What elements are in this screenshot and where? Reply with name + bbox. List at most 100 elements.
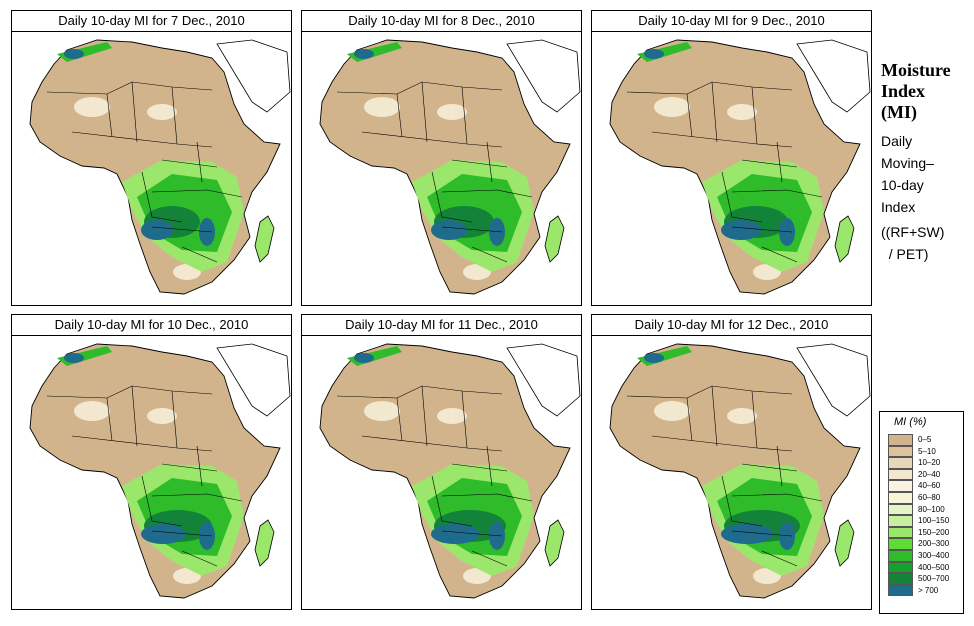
- africa-moisture-map: [609, 39, 871, 295]
- title-line: (MI): [881, 102, 917, 122]
- country-border: [71, 435, 213, 452]
- legend-swatch: [888, 468, 913, 481]
- madagascar: [544, 519, 565, 567]
- wettest-east: [779, 522, 795, 550]
- arabian-peninsula-outline: [796, 39, 871, 113]
- country-border: [396, 397, 403, 442]
- country-border: [431, 171, 473, 223]
- dry-patch: [654, 401, 690, 421]
- north-coast-wettest: [64, 353, 84, 363]
- country-border: [731, 530, 793, 537]
- country-border: [141, 475, 183, 527]
- country-border: [161, 159, 218, 168]
- country-border: [106, 397, 113, 442]
- country-border: [361, 131, 503, 148]
- country-border: [451, 159, 508, 168]
- map-panel-3: Daily 10-day MI for 9 Dec., 2010: [591, 10, 872, 306]
- north-coast-wettest: [644, 49, 664, 59]
- wettest-east: [199, 522, 215, 550]
- map-panel-1: Daily 10-day MI for 7 Dec., 2010: [11, 10, 292, 306]
- legend-swatch: [888, 480, 913, 492]
- country-border: [196, 141, 203, 183]
- country-border: [71, 131, 213, 148]
- map-panel-6: Daily 10-day MI for 12 Dec., 2010: [591, 314, 872, 610]
- country-border: [651, 435, 793, 452]
- dry-patch: [437, 408, 467, 424]
- wettest-core: [431, 524, 479, 544]
- country-border: [106, 93, 113, 138]
- africa-moisture-map: [29, 39, 291, 295]
- wettest-east: [199, 218, 215, 246]
- africa-map: [591, 32, 872, 306]
- arabian-peninsula-outline: [506, 39, 581, 113]
- legend-swatch: [888, 491, 913, 504]
- wettest-east: [489, 522, 505, 550]
- madagascar: [254, 519, 275, 567]
- country-border: [686, 397, 693, 442]
- legend-label: 60–80: [918, 492, 941, 502]
- title-line: Index: [881, 81, 926, 101]
- country-border: [141, 171, 183, 223]
- title-line: Moisture: [881, 60, 951, 80]
- country-border: [441, 189, 533, 198]
- formula-line: / PET): [881, 246, 929, 262]
- panel-title: Daily 10-day MI for 12 Dec., 2010: [591, 314, 872, 336]
- dry-patch: [654, 97, 690, 117]
- country-border: [151, 493, 243, 502]
- dry-patch: [147, 104, 177, 120]
- legend-swatch: [888, 503, 913, 516]
- country-border: [486, 141, 493, 183]
- legend-label: 10–20: [918, 458, 941, 468]
- panel-title: Daily 10-day MI for 9 Dec., 2010: [591, 10, 872, 32]
- country-border: [441, 226, 503, 233]
- legend-swatch: [888, 561, 913, 574]
- madagascar: [254, 215, 275, 263]
- desc-line: 10-day: [881, 177, 924, 193]
- legend-label: 20–40: [918, 469, 941, 479]
- country-border: [421, 81, 428, 143]
- legend-title: MI (%): [894, 416, 927, 428]
- country-border: [451, 463, 508, 472]
- country-border: [171, 390, 178, 449]
- legend-swatch: [888, 549, 913, 562]
- country-border: [731, 189, 823, 198]
- country-border: [421, 385, 428, 447]
- legend-label: 200–300: [918, 539, 950, 549]
- wettest-core: [721, 220, 761, 240]
- legend-label: > 700: [918, 585, 939, 595]
- dry-patch: [364, 401, 400, 421]
- arabian-peninsula-outline: [216, 39, 291, 113]
- legend-swatch: [888, 573, 913, 585]
- legend-label: 5–10: [918, 446, 936, 456]
- dry-patch: [364, 97, 400, 117]
- desc-line: Index: [881, 199, 916, 215]
- arabian-peninsula-outline: [506, 343, 581, 417]
- legend-swatch: [888, 526, 913, 539]
- africa-moisture-map: [319, 343, 581, 599]
- desc-line: Moving–: [881, 155, 934, 171]
- country-border: [181, 550, 218, 567]
- panel-title: Daily 10-day MI for 11 Dec., 2010: [301, 314, 582, 336]
- wettest-core: [141, 524, 185, 544]
- formula-line: ((RF+SW): [881, 224, 945, 240]
- legend-swatch: [888, 434, 913, 446]
- country-border: [721, 475, 763, 527]
- legend-label: 100–150: [918, 516, 950, 526]
- legend-label: 400–500: [918, 562, 950, 572]
- legend-label: 0–5: [918, 435, 932, 444]
- country-border: [686, 93, 693, 138]
- country-border: [196, 445, 203, 487]
- dry-patch: [147, 408, 177, 424]
- country-border: [361, 435, 503, 452]
- country-border: [151, 226, 213, 233]
- africa-moisture-map: [319, 39, 581, 295]
- country-border: [731, 493, 823, 502]
- color-legend: MI (%) 0–5 5–10 10–20 20–40 40–60 60–80 80–100…: [879, 411, 964, 614]
- country-border: [486, 445, 493, 487]
- country-border: [731, 226, 793, 233]
- africa-map: [301, 32, 582, 306]
- country-border: [651, 131, 793, 148]
- country-border: [181, 246, 218, 263]
- legend-label: 500–700: [918, 574, 950, 584]
- legend-swatch: [888, 445, 913, 458]
